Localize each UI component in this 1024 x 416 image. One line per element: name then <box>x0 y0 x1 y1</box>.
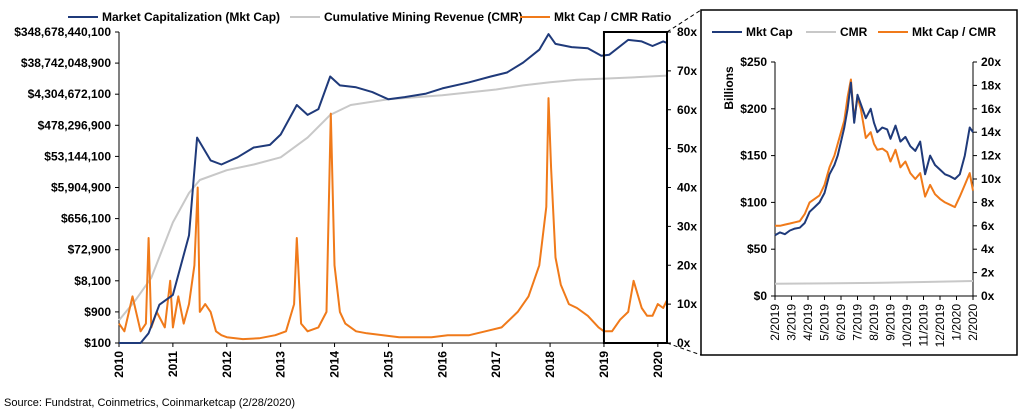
legend-cmr-label: Cumulative Mining Revenue (CMR) <box>324 10 523 24</box>
main-right-tick-label: 40x <box>677 181 697 195</box>
main-right-tick-label: 0x <box>677 336 691 350</box>
zoom-right-tick-label: 16x <box>981 102 1001 116</box>
main-x-tick-label: 2013 <box>274 351 288 378</box>
zoom-x-tick-label: 6/2019 <box>834 304 848 341</box>
main-right-tick-label: 10x <box>677 297 697 311</box>
highlight-box <box>602 31 668 344</box>
zoom-legend-cmr-label: CMR <box>840 25 868 39</box>
zoom-x-tick-label: 9/2019 <box>884 304 898 341</box>
main-left-tick-label: $4,304,672,100 <box>28 87 112 101</box>
zoom-right-tick-label: 8x <box>981 195 995 209</box>
zoom-x-tick-label: 7/2019 <box>851 304 865 341</box>
zoom-x-tick-label: 5/2019 <box>818 304 832 341</box>
main-series-ratio <box>118 97 668 341</box>
main-x-tick-label: 2012 <box>220 351 234 378</box>
zoom-x-tick-label: 3/2019 <box>785 304 799 341</box>
zoom-left-tick-label: $0 <box>754 289 768 303</box>
main-right-tick-label: 80x <box>677 25 697 39</box>
zoom-right-tick-label: 0x <box>981 289 995 303</box>
main-left-tick-label: $348,678,440,100 <box>14 25 111 39</box>
zoom-right-tick-label: 20x <box>981 55 1001 69</box>
zoom-right-tick-label: 4x <box>981 242 995 256</box>
main-x-tick-label: 2019 <box>597 351 611 378</box>
zoom-right-tick-label: 14x <box>981 125 1001 139</box>
main-right-tick-label: 60x <box>677 103 697 117</box>
zoom-connector-bottom <box>666 342 702 356</box>
legend-ratio-label: Mkt Cap / CMR Ratio <box>554 10 671 24</box>
main-left-tick-label: $478,296,900 <box>38 118 112 132</box>
main-x-tick-label: 2017 <box>489 351 503 378</box>
zoom-left-tick-label: $150 <box>740 149 767 163</box>
zoom-left-tick-label: $50 <box>747 242 767 256</box>
zoom-x-tick-label: 12/2019 <box>933 304 947 348</box>
main-right-tick-label: 30x <box>677 219 697 233</box>
zoom-x-tick-label: 10/2019 <box>900 304 914 348</box>
zoom-left-tick-label: $100 <box>740 195 767 209</box>
zoom-legend-ratio-label: Mkt Cap / CMR <box>912 25 996 39</box>
main-right-tick-label: 50x <box>677 142 697 156</box>
zoom-x-tick-label: 8/2019 <box>867 304 881 341</box>
main-left-tick-label: $5,904,900 <box>51 181 111 195</box>
main-series-cmr <box>118 74 668 321</box>
main-left-tick-label: $656,100 <box>61 212 111 226</box>
main-left-tick-label: $900 <box>84 305 111 319</box>
zoom-right-tick-label: 10x <box>981 172 1001 186</box>
main-right-tick-label: 70x <box>677 64 697 78</box>
zoom-y-axis-title: Billions <box>722 66 736 110</box>
main-x-tick-label: 2014 <box>328 351 342 378</box>
zoom-right-tick-label: 2x <box>981 266 995 280</box>
zoom-right-tick-label: 12x <box>981 149 1001 163</box>
main-x-tick-label: 2010 <box>112 351 126 378</box>
zoom-x-tick-label: 11/2019 <box>917 304 931 347</box>
main-series-mktcap <box>119 33 668 344</box>
main-x-tick-label: 2018 <box>543 351 557 378</box>
zoom-series-ratio <box>775 78 974 227</box>
main-left-tick-label: $72,900 <box>68 243 112 257</box>
main-x-tick-label: 2016 <box>435 351 449 378</box>
zoom-left-tick-label: $200 <box>740 102 767 116</box>
source-note: Source: Fundstrat, Coinmetrics, Coinmark… <box>4 397 296 409</box>
zoom-series-mktcap <box>774 81 974 237</box>
zoom-x-tick-label: 1/2020 <box>950 304 964 341</box>
main-x-tick-label: 2020 <box>651 351 665 378</box>
zoom-legend-mktcap-label: Mkt Cap <box>746 25 793 39</box>
zoom-series-cmr <box>774 280 974 285</box>
main-left-tick-label: $38,742,048,900 <box>21 56 111 70</box>
zoom-right-tick-label: 18x <box>981 78 1001 92</box>
main-left-tick-label: $100 <box>84 336 111 350</box>
zoom-left-tick-label: $250 <box>740 55 767 69</box>
zoom-x-tick-label: 4/2019 <box>801 304 815 341</box>
main-left-tick-label: $53,144,100 <box>44 149 111 163</box>
main-x-tick-label: 2015 <box>381 351 395 378</box>
main-right-tick-label: 20x <box>677 258 697 272</box>
legend-mktcap-label: Market Capitalization (Mkt Cap) <box>102 10 280 24</box>
main-left-tick-label: $8,100 <box>74 274 111 288</box>
zoom-right-tick-label: 6x <box>981 219 995 233</box>
zoom-x-tick-label: 2/2019 <box>768 304 782 341</box>
main-x-tick-label: 2011 <box>166 351 180 377</box>
zoom-panel-frame <box>700 9 1018 356</box>
zoom-x-tick-label: 2/2020 <box>966 304 980 341</box>
